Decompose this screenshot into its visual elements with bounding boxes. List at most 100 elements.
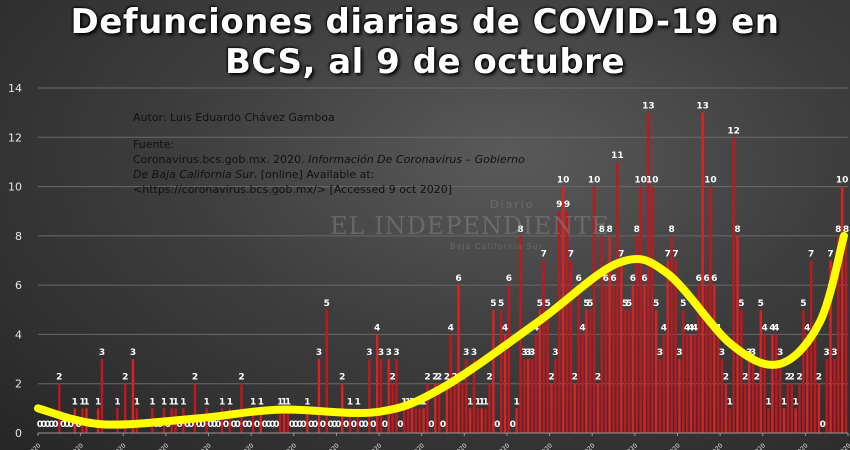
bar [379,359,383,433]
bar-value-label: 0 [397,420,403,430]
bar-value-label: 4 [533,323,539,333]
bar [608,235,611,433]
bar-value-label: 3 [777,348,783,358]
x-tick-label: /2020 [622,442,639,450]
bar-value-label: 0 [382,420,388,430]
x-tick-label: /2020 [792,442,809,450]
bar-value-label: 1 [79,397,85,407]
x-tick-label: /2020 [750,442,767,450]
bar-value-label: 5 [680,299,686,309]
bar-value-label: 5 [587,299,593,309]
bar [422,408,425,433]
bar [775,334,778,433]
bar-value-label: 8 [843,225,849,235]
bar [410,408,414,433]
bar [604,285,607,433]
bar [325,309,328,433]
bar-value-label: 1 [250,397,256,407]
bar-value-label: 5 [800,299,806,309]
bar-value-label: 0 [440,420,446,430]
bar-value-label: 7 [618,250,624,260]
bar [705,285,708,433]
x-tick-label: /2020 [281,442,298,450]
bar-value-label: 1 [83,397,89,407]
bar-value-label: 6 [696,274,702,284]
x-tick-label: /2020 [323,442,340,450]
bar-value-label: 1 [781,397,787,407]
bar [833,359,836,433]
bar [713,285,716,433]
bar [387,359,390,433]
bar-value-label: 2 [56,373,62,383]
bar [782,408,786,433]
bar-value-label: 0 [41,420,47,430]
chart-title: Defunciones diarias de COVID-19 en BCS, … [0,0,850,82]
y-tick-label: 12 [8,131,22,144]
bar-value-label: 1 [475,397,481,407]
bar-value-label: 3 [676,348,682,358]
bar-value-label: 5 [498,299,504,309]
bar-value-label: 6 [641,274,647,284]
bar-value-label: 3 [529,348,535,358]
bar [368,359,371,433]
bar-value-label: 2 [238,373,244,383]
bar [561,186,565,433]
bar [674,260,677,433]
bar-value-label: 0 [358,420,364,430]
bar-value-label: 1 [172,397,178,407]
bar-value-label: 8 [599,225,605,235]
bar-value-label: 1 [203,397,209,407]
bar [375,334,379,433]
bar-value-label: 8 [669,225,675,235]
x-tick-label: /2020 [409,442,426,450]
y-tick-label: 8 [15,230,22,243]
bar [670,235,673,433]
bar-value-label: 1 [355,397,361,407]
bar [251,408,255,433]
bar-value-label: 3 [657,348,663,358]
bar-value-label: 1 [793,397,799,407]
bar [538,309,542,433]
source-line-2: De Baja California Sur. [online] Availab… [133,167,374,182]
bar [716,334,720,433]
bar [639,186,642,433]
bar [585,309,588,433]
bar-value-label: 10 [588,176,601,186]
bar-value-label: 4 [684,323,690,333]
bar-value-label: 3 [316,348,322,358]
bar-value-label: 0 [37,420,43,430]
bar-value-label: 5 [545,299,551,309]
bar [480,408,483,433]
trendline [34,231,848,429]
bar [654,309,658,433]
bar-value-label: 7 [672,250,678,260]
bar-value-label: 1 [219,397,225,407]
bar-value-label: 1 [467,397,473,407]
bar-value-label: 0 [269,420,275,430]
bar [484,408,487,433]
bar [461,383,464,433]
y-tick-label: 2 [15,378,22,391]
x-tick-label: /2020 [451,442,468,450]
bar-value-label: 2 [444,373,450,383]
bar [689,334,693,433]
bar-value-label: 0 [296,420,302,430]
bar [573,383,576,433]
bar [620,260,623,433]
bar-value-label: 0 [176,420,182,430]
bar [437,383,441,433]
watermark-main: EL INDEPENDIENTE [330,212,610,240]
bar-value-label: 1 [258,397,264,407]
bar-value-label: 8 [634,225,640,235]
bar [395,359,398,433]
bar [600,235,604,433]
bar-value-label: 5 [758,299,764,309]
bar [829,260,832,433]
bar [627,309,631,433]
bar [685,334,689,433]
watermark-sub: Baja California Sur [450,242,544,251]
bar [771,334,774,433]
bar-value-label: 0 [300,420,306,430]
bar-value-label: 4 [374,323,380,333]
bar-value-label: 5 [626,299,632,309]
